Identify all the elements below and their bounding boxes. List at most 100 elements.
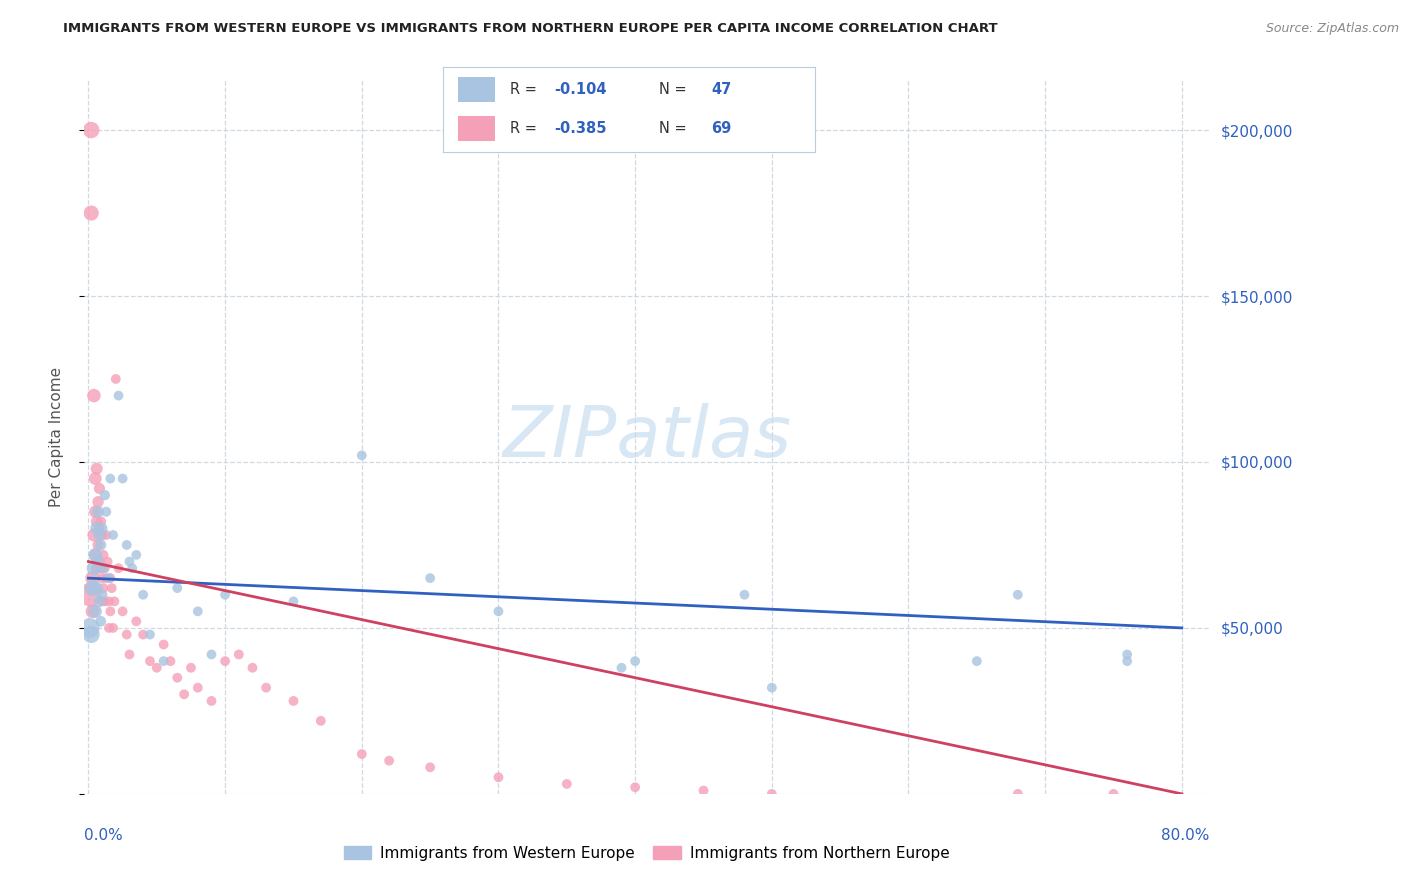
Point	[111, 472, 134, 486]
Point	[100, 581, 122, 595]
Point	[83, 388, 105, 402]
Point	[101, 621, 124, 635]
Point	[200, 648, 222, 662]
Point	[118, 555, 141, 569]
Point	[79, 588, 101, 602]
Point	[132, 627, 155, 641]
Point	[96, 528, 118, 542]
Point	[83, 528, 105, 542]
Point	[118, 648, 141, 662]
Point	[84, 548, 107, 562]
Point	[80, 627, 103, 641]
Point	[87, 505, 110, 519]
Point	[89, 528, 111, 542]
Point	[93, 548, 115, 562]
Point	[692, 783, 714, 797]
Point	[91, 521, 114, 535]
Point	[152, 654, 174, 668]
Point	[166, 671, 188, 685]
Point	[121, 561, 143, 575]
Point	[91, 528, 114, 542]
Text: IMMIGRANTS FROM WESTERN EUROPE VS IMMIGRANTS FROM NORTHERN EUROPE PER CAPITA INC: IMMIGRANTS FROM WESTERN EUROPE VS IMMIGR…	[63, 22, 998, 36]
Text: N =: N =	[659, 121, 692, 136]
Point	[125, 548, 148, 562]
Point	[91, 594, 114, 608]
Point	[419, 571, 441, 585]
Point	[101, 528, 124, 542]
Point	[610, 661, 633, 675]
Point	[91, 571, 114, 585]
Point	[1007, 588, 1029, 602]
Point	[104, 372, 127, 386]
Point	[242, 661, 264, 675]
Point	[624, 654, 647, 668]
Point	[103, 594, 125, 608]
Text: R =: R =	[510, 82, 541, 97]
Point	[187, 604, 209, 618]
Point	[139, 654, 162, 668]
Point	[214, 588, 236, 602]
Text: -0.104: -0.104	[554, 82, 607, 97]
Point	[187, 681, 209, 695]
Point	[761, 681, 783, 695]
FancyBboxPatch shape	[458, 77, 495, 103]
Point	[80, 206, 103, 220]
Point	[97, 621, 120, 635]
Point	[84, 472, 107, 486]
Point	[419, 760, 441, 774]
Point	[152, 638, 174, 652]
Point	[488, 604, 510, 618]
Point	[96, 571, 118, 585]
Point	[97, 594, 120, 608]
Point	[107, 561, 129, 575]
Point	[90, 515, 112, 529]
Point	[94, 594, 117, 608]
Point	[734, 588, 756, 602]
Point	[283, 594, 305, 608]
Text: 0.0%: 0.0%	[84, 828, 124, 843]
Point	[89, 594, 111, 608]
Point	[350, 448, 373, 462]
Point	[94, 561, 117, 575]
Point	[309, 714, 332, 728]
Point	[87, 495, 110, 509]
Point	[966, 654, 988, 668]
Legend: Immigrants from Western Europe, Immigrants from Northern Europe: Immigrants from Western Europe, Immigran…	[336, 838, 957, 868]
Text: 69: 69	[711, 121, 731, 136]
Point	[89, 482, 111, 496]
Text: ZIPatlas: ZIPatlas	[502, 402, 792, 472]
Point	[86, 521, 108, 535]
Point	[84, 604, 107, 618]
Point	[107, 388, 129, 402]
Point	[80, 123, 103, 137]
Point	[1007, 787, 1029, 801]
Text: Source: ZipAtlas.com: Source: ZipAtlas.com	[1265, 22, 1399, 36]
Point	[82, 571, 104, 585]
Point	[93, 581, 115, 595]
Point	[555, 777, 578, 791]
Point	[98, 604, 121, 618]
Point	[89, 521, 111, 535]
Point	[125, 615, 148, 629]
Point	[82, 604, 104, 618]
Point	[761, 787, 783, 801]
Point	[86, 515, 108, 529]
Point	[91, 588, 114, 602]
Point	[90, 538, 112, 552]
Point	[89, 555, 111, 569]
Point	[283, 694, 305, 708]
Point	[378, 754, 401, 768]
FancyBboxPatch shape	[458, 116, 495, 142]
Point	[97, 571, 120, 585]
Point	[86, 461, 108, 475]
Point	[180, 661, 202, 675]
Point	[82, 581, 104, 595]
Point	[1116, 648, 1139, 662]
Text: R =: R =	[510, 121, 541, 136]
Point	[84, 505, 107, 519]
Text: 80.0%: 80.0%	[1161, 828, 1209, 843]
Point	[79, 621, 101, 635]
Point	[86, 581, 108, 595]
Point	[86, 561, 108, 575]
Point	[139, 627, 162, 641]
